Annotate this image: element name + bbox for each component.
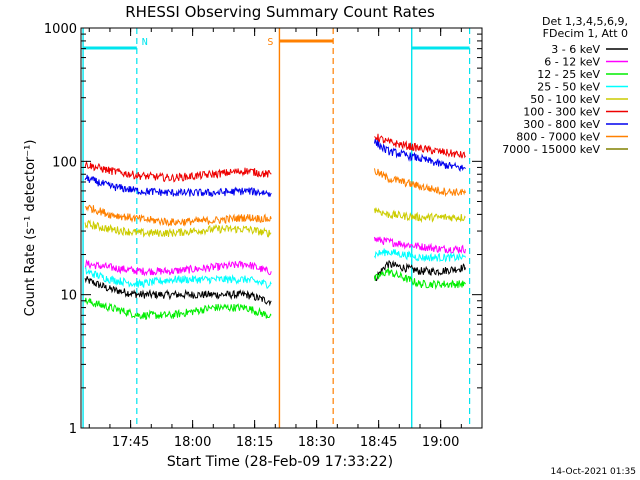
series-line-300-800-kev-0 [84, 174, 272, 198]
series-line-100-300-kev-0 [84, 160, 272, 183]
marker-label-N-0: N [142, 37, 148, 48]
plot-frame [80, 27, 483, 429]
series-layer [84, 133, 466, 320]
series-line-800-7000-kev-1 [374, 168, 466, 198]
legend-header-0: Det 1,3,4,5,6,9, [542, 15, 628, 28]
legend-label-5: 100 - 300 keV [523, 106, 600, 119]
axis-ticks: 17:45 18:00 18:15 18:30 18:45 19:00 1 10 100 1000 [44, 22, 483, 450]
legend-label-0: 3 - 6 keV [551, 43, 600, 56]
footer-timestamp: 14-Oct-2021 01:35 [551, 467, 636, 477]
series-line-12-25-kev-0 [84, 297, 272, 320]
series-line-12-25-kev-1 [374, 267, 466, 290]
legend-label-2: 12 - 25 keV [537, 68, 600, 81]
series-line-6-12-kev-1 [374, 236, 466, 255]
series-line-50-100-kev-0 [84, 219, 272, 238]
series-line-100-300-kev-1 [374, 133, 466, 159]
y-tick-label-1000: 1000 [44, 22, 77, 37]
series-line-6-12-kev-0 [84, 259, 272, 277]
legend-label-7: 800 - 7000 keV [516, 131, 600, 144]
marker-label-S-2: S [267, 37, 273, 48]
series-line-3-6-kev-1 [374, 259, 466, 282]
x-tick-label-1845: 18:45 [360, 435, 397, 450]
y-tick-label-1: 1 [69, 422, 77, 437]
x-tick-label-1830: 18:30 [298, 435, 335, 450]
x-axis-label: Start Time (28-Feb-09 17:33:22) [167, 454, 393, 470]
series-line-300-800-kev-1 [374, 139, 466, 172]
y-axis-label: Count Rate (s⁻¹ detector⁻¹) [23, 140, 38, 317]
chart-title: RHESSI Observing Summary Count Rates [125, 3, 435, 21]
x-tick-label-1745: 17:45 [112, 435, 149, 450]
series-line-3-6-kev-0 [84, 276, 272, 307]
legend: Det 1,3,4,5,6,9,FDecim 1, Att 0 3 - 6 keV… [502, 15, 628, 156]
x-tick-label-1900: 19:00 [422, 435, 459, 450]
legend-label-4: 50 - 100 keV [530, 93, 600, 106]
x-tick-label-1815: 18:15 [236, 435, 273, 450]
x-tick-label-1800: 18:00 [174, 435, 211, 450]
legend-label-6: 300 - 800 keV [523, 118, 600, 131]
legend-header-1: FDecim 1, Att 0 [543, 27, 628, 40]
legend-label-3: 25 - 50 keV [537, 81, 600, 94]
legend-label-1: 6 - 12 keV [544, 56, 600, 69]
series-line-50-100-kev-1 [374, 207, 466, 224]
y-tick-label-10: 10 [60, 289, 77, 304]
series-line-25-50-kev-1 [374, 248, 466, 263]
series-line-800-7000-kev-0 [84, 204, 272, 227]
series-line-25-50-kev-0 [84, 266, 272, 289]
legend-label-8: 7000 - 15000 keV [502, 143, 600, 156]
y-tick-label-100: 100 [52, 155, 77, 170]
